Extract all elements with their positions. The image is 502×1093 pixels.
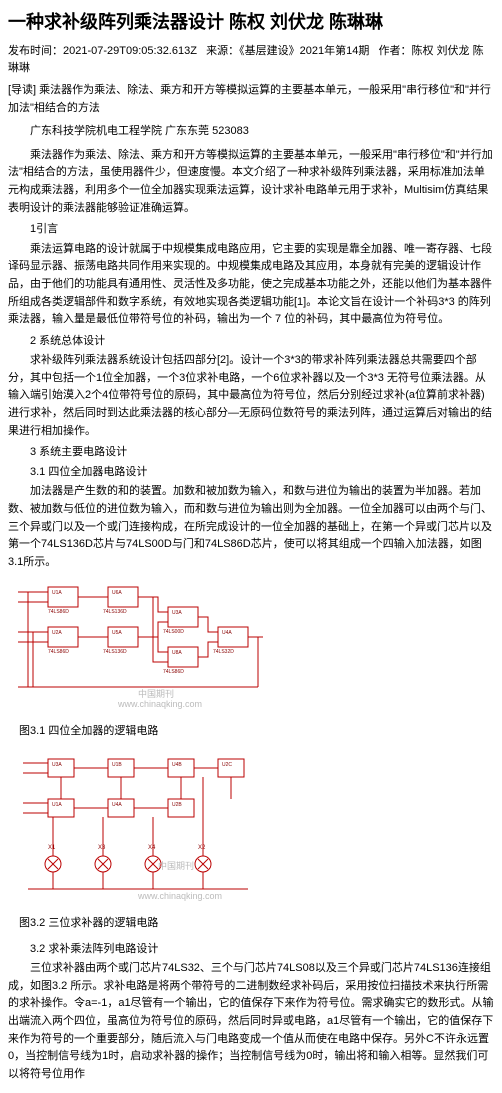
figure-3-1: U1A 74LS86D U6A 74LS136D U2A 74LS86D U5A 74L…	[8, 577, 268, 717]
author-label: 作者：	[379, 45, 412, 57]
svg-text:U4A: U4A	[222, 630, 232, 636]
svg-text:U2C: U2C	[222, 762, 232, 768]
para-2: 求补级阵列乘法器系统设计包括四部分[2]。设计一个3*3的带求补阵列乘法器总共需…	[8, 352, 494, 440]
svg-text:74LS86D: 74LS86D	[163, 669, 184, 675]
figure-3-1-caption: 图3.1 四位全加器的逻辑电路	[8, 723, 494, 741]
figure-3-2-caption: 图3.2 三位求补器的逻辑电路	[8, 915, 494, 933]
svg-text:74LS86D: 74LS86D	[48, 649, 69, 655]
svg-text:74LS00D: 74LS00D	[163, 629, 184, 635]
svg-text:U1B: U1B	[112, 762, 122, 768]
svg-text:74LS86D: 74LS86D	[48, 609, 69, 615]
source-label: 来源：	[206, 45, 239, 57]
meta-line: 发布时间：2021-07-29T09:05:32.613Z 来源：《基层建设》2…	[8, 43, 494, 78]
heading-3-2: 3.2 求补乘法阵列电路设计	[8, 941, 494, 959]
svg-text:U8A: U8A	[172, 650, 182, 656]
svg-text:X3: X3	[98, 845, 106, 851]
svg-text:www.chinaqking.com: www.chinaqking.com	[137, 891, 222, 901]
svg-text:中国期刊: 中国期刊	[138, 688, 174, 699]
svg-text:74LS32D: 74LS32D	[213, 649, 234, 655]
svg-text:U2A: U2A	[52, 630, 62, 636]
svg-text:www.chinaqking.com: www.chinaqking.com	[117, 699, 202, 709]
svg-text:X2: X2	[198, 845, 206, 851]
svg-text:U3A: U3A	[52, 762, 62, 768]
svg-text:U3A: U3A	[172, 610, 182, 616]
abstract-text: 乘法器作为乘法、除法、乘方和开方等模拟运算的主要基本单元，一般采用"串行移位"和…	[8, 84, 491, 114]
abstract-label: [导读]	[8, 84, 36, 96]
svg-text:74LS136D: 74LS136D	[103, 609, 127, 615]
source: 《基层建设》2021年第14期	[239, 45, 369, 57]
heading-2: 2 系统总体设计	[8, 333, 494, 351]
para-1: 乘法运算电路的设计就属于中规模集成电路应用，它主要的实现是靠全加器、唯一寄存器、…	[8, 241, 494, 329]
svg-text:X1: X1	[48, 845, 56, 851]
pubtime: 2021-07-29T09:05:32.613Z	[63, 45, 197, 57]
svg-text:U1A: U1A	[52, 590, 62, 596]
affiliation: 广东科技学院机电工程学院 广东东莞 523083	[8, 123, 494, 141]
abstract: [导读] 乘法器作为乘法、除法、乘方和开方等模拟运算的主要基本单元，一般采用"串…	[8, 82, 494, 117]
para-intro: 乘法器作为乘法、除法、乘方和开方等模拟运算的主要基本单元，一般采用"串行移位"和…	[8, 147, 494, 217]
para-3: 加法器是产生数的和的装置。加数和被加数为输入，和数与进位为输出的装置为半加器。若…	[8, 483, 494, 571]
svg-text:X4: X4	[148, 845, 156, 851]
svg-text:中国期刊: 中国期刊	[158, 860, 194, 871]
figure-3-2: U3A U1B U4B U2C U1A U4A U2B X1 X3 X4 X2 …	[8, 749, 268, 909]
pubtime-label: 发布时间：	[8, 45, 63, 57]
svg-text:U4B: U4B	[172, 762, 182, 768]
svg-text:74LS136D: 74LS136D	[103, 649, 127, 655]
svg-text:U6A: U6A	[112, 590, 122, 596]
heading-1: 1引言	[8, 221, 494, 239]
svg-text:U4A: U4A	[112, 802, 122, 808]
para-4: 三位求补器由两个或门芯片74LS32、三个与门芯片74LS08以及三个异或门芯片…	[8, 960, 494, 1083]
page-title: 一种求补级阵列乘法器设计 陈权 刘伏龙 陈琳琳	[8, 8, 494, 37]
heading-3-1: 3.1 四位全加器电路设计	[8, 464, 494, 482]
svg-text:U2B: U2B	[172, 802, 182, 808]
heading-3: 3 系统主要电路设计	[8, 444, 494, 462]
svg-text:U1A: U1A	[52, 802, 62, 808]
svg-text:U5A: U5A	[112, 630, 122, 636]
